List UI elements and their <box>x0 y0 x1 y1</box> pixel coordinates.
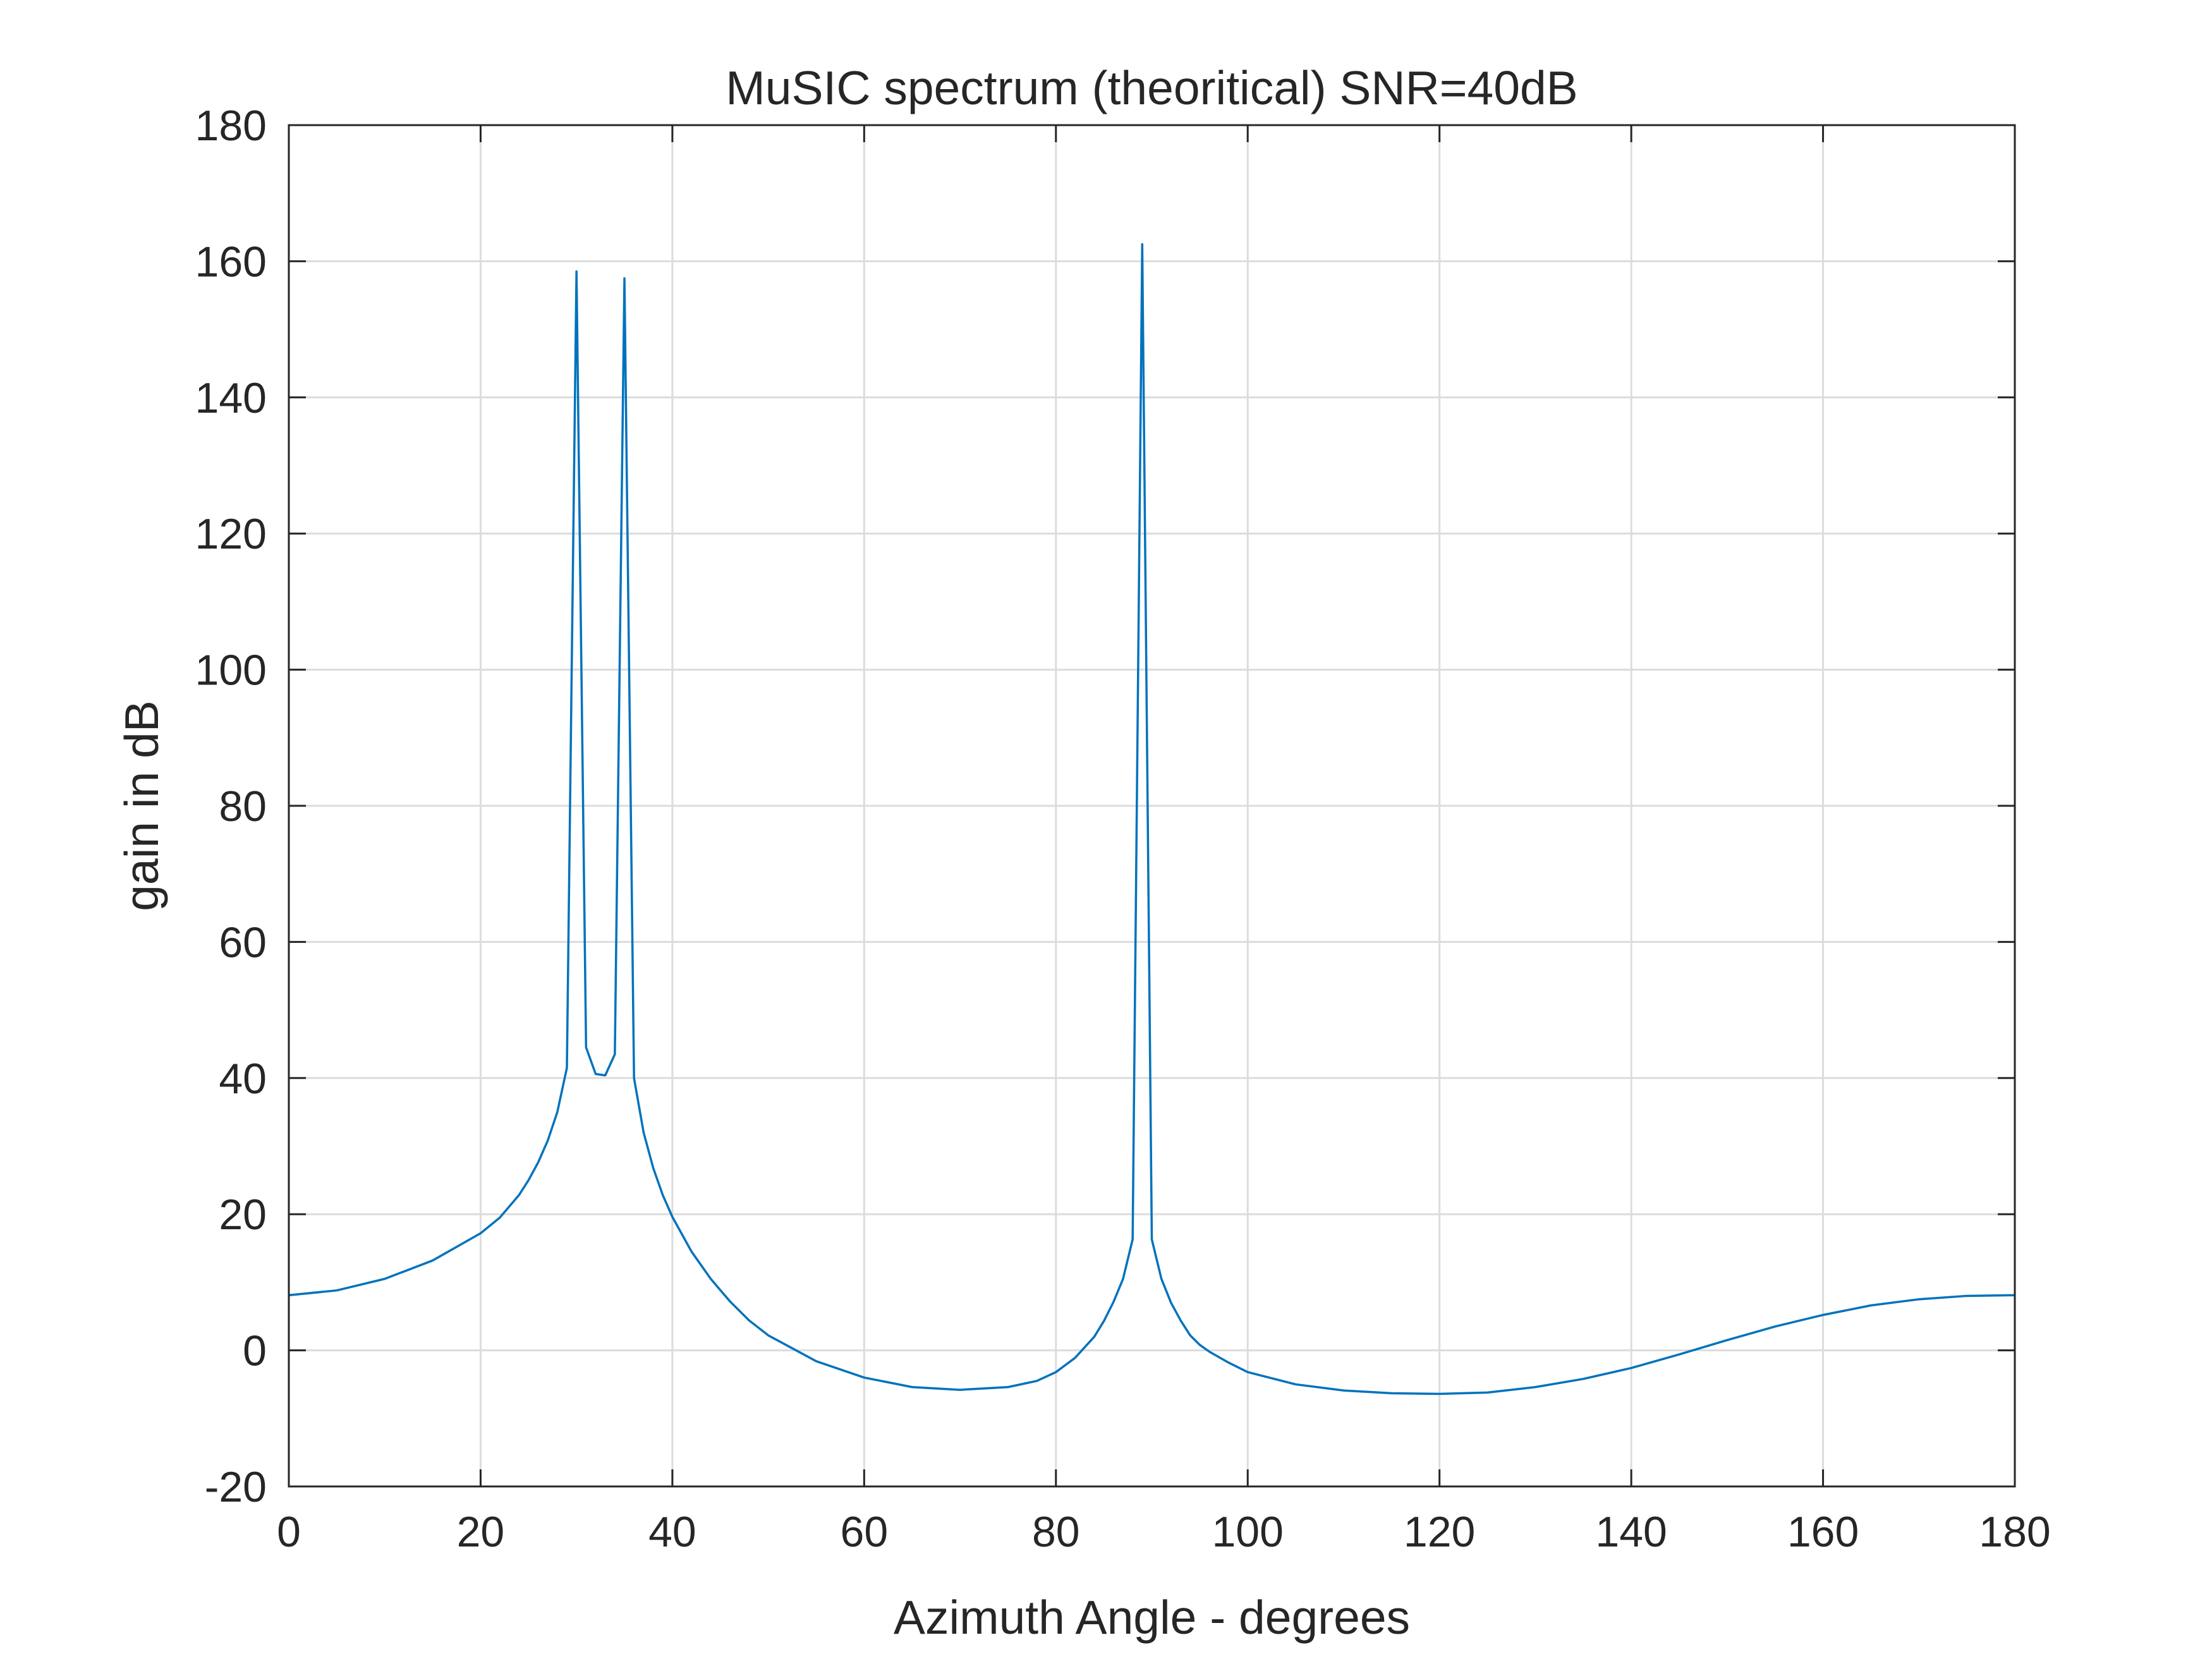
y-tick-label: 80 <box>219 782 267 830</box>
y-tick-label: 160 <box>195 238 267 286</box>
x-tick-label: 180 <box>1979 1508 2050 1556</box>
x-tick-label: 60 <box>841 1508 889 1556</box>
x-tick-label: 20 <box>457 1508 505 1556</box>
y-tick-label: 60 <box>219 918 267 966</box>
chart-title: MuSIC spectrum (theoritical) SNR=40dB <box>726 61 1577 114</box>
y-tick-label: 140 <box>195 374 267 422</box>
x-tick-label: 0 <box>277 1508 301 1556</box>
x-tick-label: 100 <box>1212 1508 1283 1556</box>
y-tick-label: -20 <box>205 1463 267 1511</box>
y-axis-label: gain in dB <box>115 700 168 911</box>
y-tick-label: 0 <box>243 1327 267 1375</box>
ticks <box>288 124 2016 1488</box>
tick-labels: 0 20 40 60 80 100 120 140 160 180-200204060801001… <box>195 102 2051 1556</box>
x-tick-label: 40 <box>648 1508 696 1556</box>
y-tick-label: 120 <box>195 510 267 558</box>
y-tick-label: 100 <box>195 647 267 695</box>
x-tick-label: 160 <box>1787 1508 1859 1556</box>
x-tick-label: 80 <box>1032 1508 1080 1556</box>
series-layer <box>288 243 2015 1395</box>
x-axis-label: Azimuth Angle - degrees <box>894 1591 1410 1644</box>
grid <box>289 125 2015 1486</box>
x-tick-label: 120 <box>1404 1508 1475 1556</box>
y-tick-label: 40 <box>219 1055 267 1103</box>
y-tick-label: 180 <box>195 102 267 150</box>
x-tick-label: 140 <box>1595 1508 1667 1556</box>
series-line <box>288 243 2015 1395</box>
y-tick-label: 20 <box>219 1191 267 1239</box>
